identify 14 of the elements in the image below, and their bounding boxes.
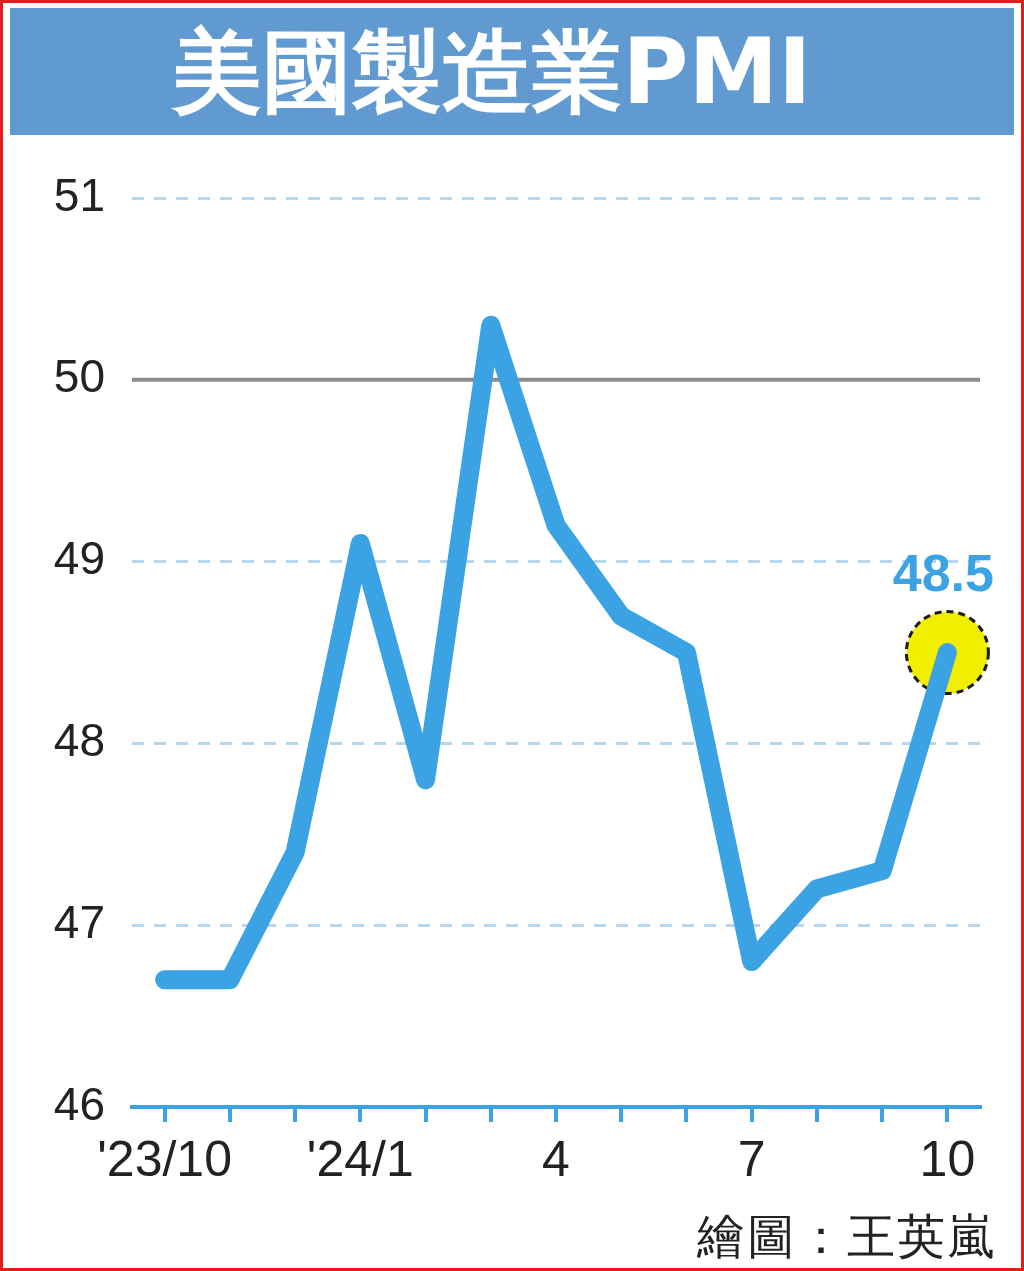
y-tick-label: 46 bbox=[53, 1077, 105, 1130]
x-tick-label: '24/1 bbox=[306, 1130, 414, 1187]
y-tick-label: 47 bbox=[53, 895, 105, 948]
x-tick-label: 4 bbox=[542, 1130, 570, 1187]
y-tick-label: 51 bbox=[53, 168, 105, 221]
x-tick-label: 10 bbox=[919, 1130, 976, 1187]
x-tick-label: '23/10 bbox=[97, 1130, 232, 1187]
data-label: 48.5 bbox=[892, 543, 994, 602]
chart-title: 美國製造業PMI bbox=[172, 18, 812, 124]
y-tick-label: 49 bbox=[53, 532, 105, 585]
x-tick-label: 7 bbox=[737, 1130, 766, 1187]
text: 繪圖：王英嵐 bbox=[697, 1210, 997, 1264]
y-tick-label: 48 bbox=[53, 714, 105, 767]
y-tick-label: 50 bbox=[53, 350, 105, 403]
